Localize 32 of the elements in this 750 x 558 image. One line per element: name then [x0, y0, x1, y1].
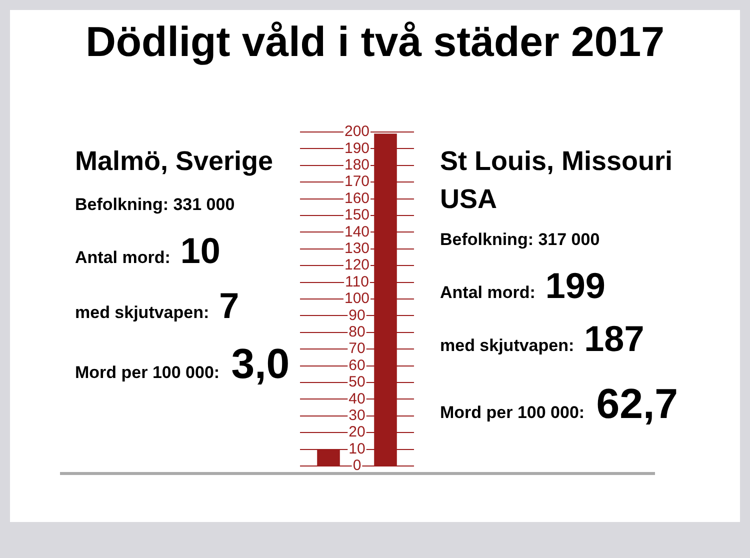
y-tick-label: 90 — [348, 306, 366, 324]
text: med skjutvapen: 7 — [75, 285, 240, 326]
y-tick-label: 130 — [344, 240, 370, 258]
y-tick-label: 180 — [344, 156, 370, 174]
text: Malmö, Sverige — [75, 145, 274, 178]
y-tick-label: 30 — [348, 407, 366, 424]
y-tick-label: 80 — [348, 324, 366, 341]
y-tick-label: 150 — [344, 206, 370, 224]
y-tick-label: 100 — [344, 290, 370, 308]
y-tick-label: 70 — [348, 340, 366, 358]
y-tick-label: 40 — [348, 390, 366, 408]
text: med skjutvapen: 187 — [440, 318, 644, 359]
y-tick-label: 160 — [344, 190, 370, 207]
y-tick-label: 140 — [344, 223, 370, 240]
y-tick-label: 60 — [348, 356, 366, 374]
text: Befolkning: 331 000 — [75, 195, 235, 214]
y-tick-label: 190 — [344, 140, 370, 157]
y-tick-label: 50 — [348, 374, 366, 391]
y-tick-label: 120 — [344, 256, 370, 274]
text: Antal mord: 10 — [75, 230, 220, 271]
y-tick-label: 10 — [348, 440, 366, 458]
text: Befolkning: 317 000 — [440, 230, 600, 249]
y-tick-label: 0 — [352, 457, 362, 474]
y-tick-label: 20 — [348, 424, 366, 441]
text: Mord per 100 000: 62,7 — [440, 380, 678, 427]
text: Mord per 100 000: 3,0 — [75, 340, 290, 387]
text: Antal mord: 199 — [440, 265, 606, 306]
y-tick-label: 170 — [344, 173, 370, 190]
y-tick-label: 110 — [345, 273, 369, 290]
y-tick-label: 200 — [344, 123, 370, 140]
chart-title: Dödligt våld i två städer 2017 — [84, 18, 666, 66]
text: St Louis, Missouri USA — [440, 145, 674, 216]
